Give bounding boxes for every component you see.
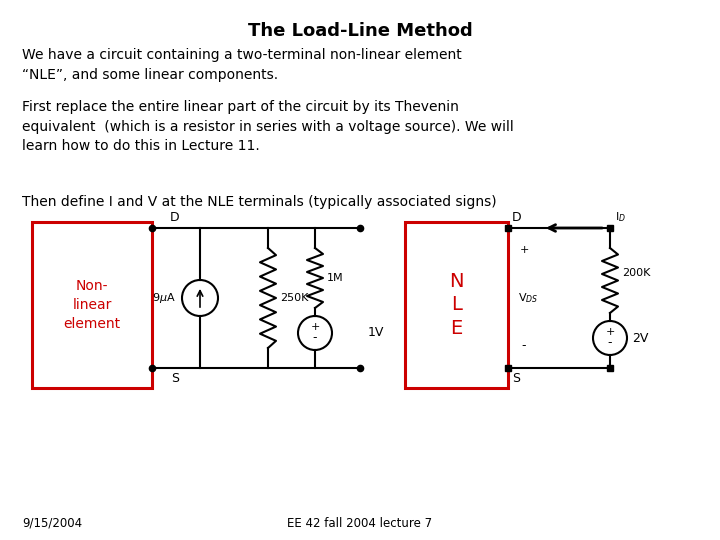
- Text: +: +: [310, 322, 320, 332]
- Bar: [405, 222, 508, 388]
- Text: 9$\mu$A: 9$\mu$A: [153, 291, 176, 305]
- Text: 1M: 1M: [327, 273, 343, 283]
- Text: V$_{DS}$: V$_{DS}$: [518, 291, 539, 305]
- Text: 2V: 2V: [632, 332, 649, 345]
- Text: Non-
linear
element: Non- linear element: [63, 279, 120, 332]
- Text: I$_D$: I$_D$: [615, 210, 626, 224]
- Text: Then define I and V at the NLE terminals (typically associated signs): Then define I and V at the NLE terminals…: [22, 195, 497, 209]
- Text: The Load-Line Method: The Load-Line Method: [248, 22, 472, 40]
- Text: -: -: [608, 336, 612, 349]
- Text: N
L
E: N L E: [449, 272, 464, 338]
- Text: S: S: [512, 372, 520, 385]
- Bar: [32, 222, 152, 388]
- Text: 9/15/2004: 9/15/2004: [22, 517, 82, 530]
- Text: -: -: [522, 340, 526, 353]
- Text: +: +: [519, 245, 528, 255]
- Text: First replace the entire linear part of the circuit by its Thevenin
equivalent  : First replace the entire linear part of …: [22, 100, 514, 153]
- Text: D: D: [170, 211, 180, 224]
- Text: -: -: [312, 332, 318, 345]
- Text: 250K: 250K: [280, 293, 308, 303]
- Text: 1V: 1V: [368, 327, 384, 340]
- Text: We have a circuit containing a two-terminal non-linear element
“NLE”, and some l: We have a circuit containing a two-termi…: [22, 48, 462, 82]
- Text: +: +: [606, 327, 615, 337]
- Text: S: S: [171, 372, 179, 385]
- Text: EE 42 fall 2004 lecture 7: EE 42 fall 2004 lecture 7: [287, 517, 433, 530]
- Text: D: D: [512, 211, 521, 224]
- Text: 200K: 200K: [622, 268, 650, 278]
